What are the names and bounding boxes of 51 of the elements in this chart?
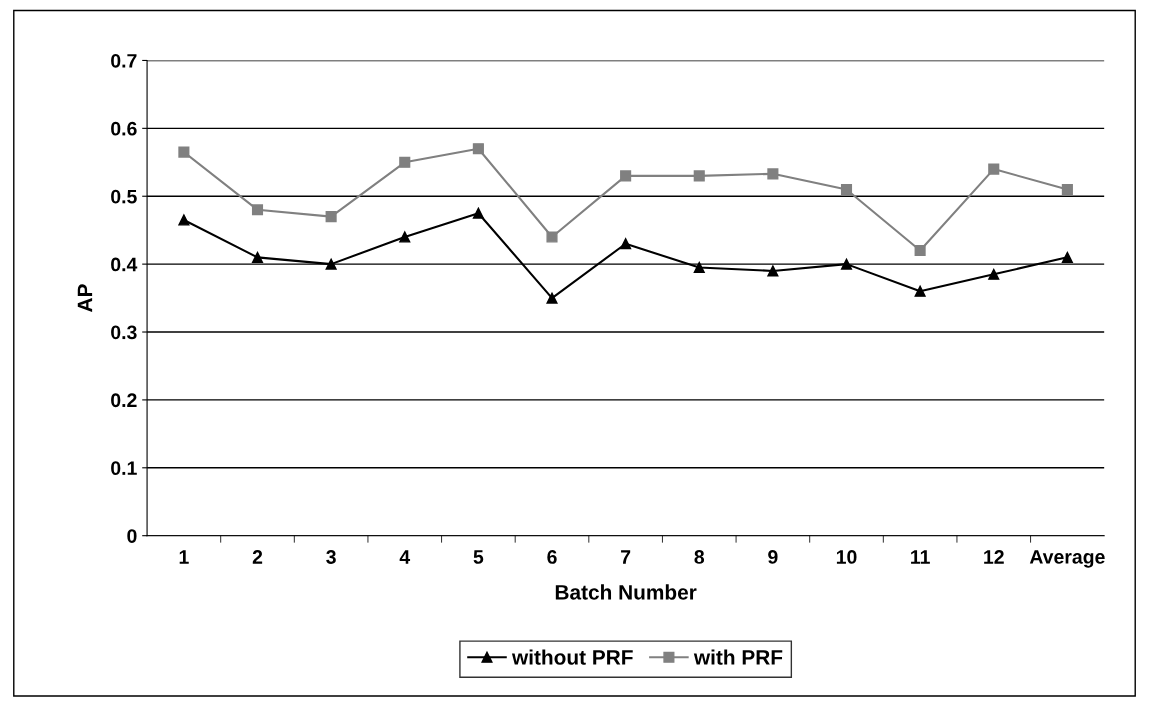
point <box>914 244 926 257</box>
y-tick-label: 0.3 <box>111 325 137 340</box>
y-tick-label: 0.1 <box>111 461 137 476</box>
x-tick-label: 4 <box>399 550 411 564</box>
y-tick-label: 0.2 <box>111 393 137 408</box>
legend-label: with PRF <box>693 649 783 665</box>
point <box>399 231 411 243</box>
y-axis-title: AP <box>77 284 93 313</box>
point <box>767 265 779 277</box>
point <box>251 251 264 263</box>
point <box>988 268 1000 280</box>
point <box>1061 251 1073 263</box>
y-tick-label: 0.5 <box>111 189 137 204</box>
point <box>988 163 1000 175</box>
point <box>399 156 411 168</box>
y-tick-label: 0.4 <box>111 257 138 272</box>
x-tick-label: 6 <box>547 550 557 564</box>
point <box>251 204 264 216</box>
point <box>840 258 853 270</box>
y-tick-label: 0.6 <box>111 121 137 136</box>
x-axis-title: Batch Number <box>555 584 697 600</box>
point <box>914 285 926 297</box>
x-tick-label: 10 <box>836 550 857 564</box>
point <box>472 143 484 155</box>
y-tick-label: 0 <box>127 529 137 543</box>
point <box>693 261 705 274</box>
point <box>546 231 558 243</box>
point <box>325 211 337 223</box>
point <box>620 170 632 182</box>
point <box>546 292 558 304</box>
point <box>178 146 190 158</box>
point <box>767 168 779 180</box>
x-tick-label: 2 <box>252 550 263 564</box>
point <box>693 170 705 182</box>
point <box>620 238 632 250</box>
x-tick-label: 5 <box>473 550 484 564</box>
x-tick-label: Average <box>1029 550 1105 568</box>
point <box>840 183 853 196</box>
x-tick-label: 7 <box>621 550 631 564</box>
point <box>472 207 484 219</box>
x-tick-label: 11 <box>911 550 930 564</box>
x-tick-label: 12 <box>984 550 1004 564</box>
point <box>325 258 337 270</box>
x-tick-label: 1 <box>179 550 189 564</box>
x-tick-label: 3 <box>326 550 336 564</box>
y-tick-label: 0.7 <box>111 53 137 68</box>
legend-label: without PRF <box>511 649 633 665</box>
x-tick-label: 8 <box>694 550 705 564</box>
point <box>178 214 190 226</box>
point <box>1061 183 1073 196</box>
x-tick-label: 9 <box>768 550 778 564</box>
